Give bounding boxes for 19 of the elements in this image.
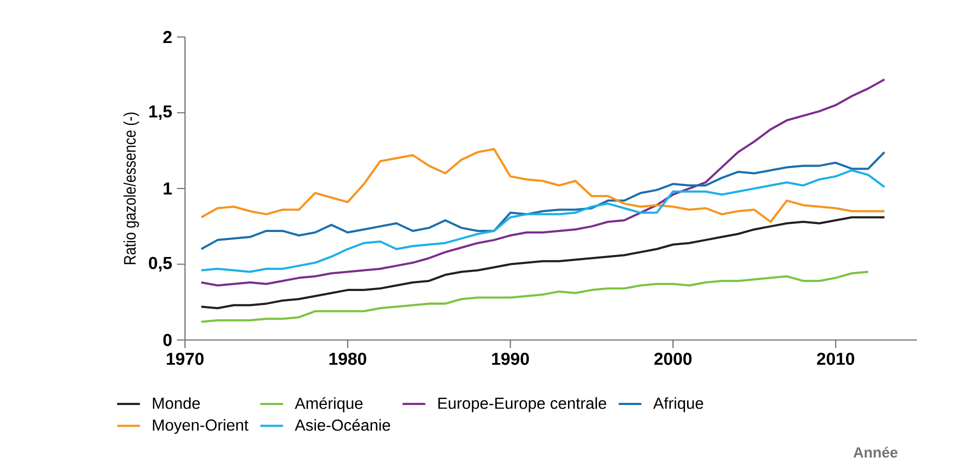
x-tick-label: 2000 xyxy=(654,352,692,365)
y-tick-label: 1,5 xyxy=(149,105,172,120)
y-tick-label: 2 xyxy=(163,30,172,44)
x-tick-label: 1970 xyxy=(166,352,204,365)
x-tick-label: 2010 xyxy=(816,352,854,365)
legend-label: Moyen-Orient xyxy=(152,418,248,434)
y-tick-label: 1 xyxy=(164,182,172,194)
line-series xyxy=(200,151,886,250)
text: Année xyxy=(853,446,898,458)
y-tick-label: 0,5 xyxy=(148,256,172,272)
x-tick-label: 1990 xyxy=(492,352,529,365)
y-tick-label: 0 xyxy=(163,334,172,346)
y-axis-title: Ratio gazole/essence (-) xyxy=(124,112,140,264)
legend-label: Europe-Europe centrale xyxy=(438,397,606,412)
legend-label: Afrique xyxy=(653,397,704,412)
legend-label: Amérique xyxy=(294,397,363,412)
legend-label: Monde xyxy=(152,397,200,409)
x-tick-label: 1980 xyxy=(329,352,366,365)
legend-label: Asie-Océanie xyxy=(294,418,390,431)
